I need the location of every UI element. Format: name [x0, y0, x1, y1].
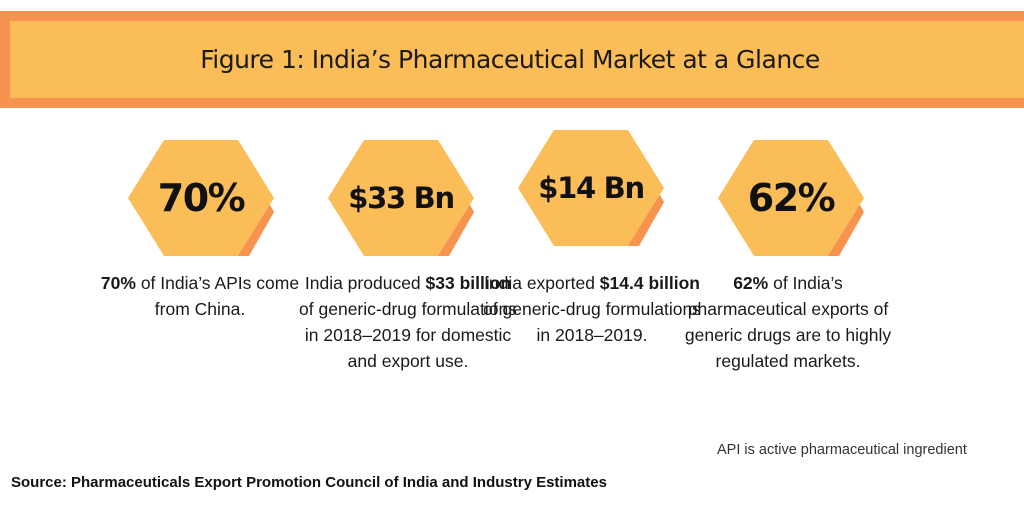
- hexagon-badge: $14 Bn: [518, 130, 718, 260]
- stat-description-bold: $33 billion: [425, 273, 512, 293]
- stat-description-text: of India’s APIs come from China.: [135, 273, 300, 319]
- hexagon-icon: [128, 140, 274, 256]
- stat-value: $33 Bn: [348, 181, 455, 215]
- hexagon-badge: $33 Bn: [328, 140, 528, 270]
- footnote: API is active pharmaceutical ingredient: [717, 442, 967, 458]
- source-citation: Source: Pharmaceuticals Export Promotion…: [11, 474, 607, 491]
- title-banner-inner: Figure 1: India’s Pharmaceutical Market …: [10, 21, 1024, 98]
- stat-description-prefix: India produced: [304, 273, 426, 293]
- stat-description: 70% of India’s APIs come from China.: [90, 270, 310, 322]
- figure-title: Figure 1: India’s Pharmaceutical Market …: [200, 45, 820, 74]
- stat-description-bold: 62%: [733, 273, 769, 293]
- stat-description-text: of India’s pharmaceutical exports of gen…: [684, 273, 892, 371]
- hexagon-icon: [718, 140, 864, 256]
- hexagon-icon: [328, 140, 474, 256]
- stat-value: $14 Bn: [538, 171, 645, 205]
- stat-description-prefix: India exported: [484, 273, 600, 293]
- stat-description: India exported $14.4 billion of generic-…: [482, 270, 702, 348]
- stat-description-text: of generic-drug formulations in 2018–201…: [299, 299, 517, 371]
- stat-description-text: of generic-drug formulations in 2018–201…: [483, 299, 701, 345]
- stat-description-bold: $14.4 billion: [599, 273, 700, 293]
- hexagon-badge: 70%: [128, 140, 328, 270]
- title-banner: Figure 1: India’s Pharmaceutical Market …: [0, 11, 1024, 108]
- hexagon-badge: 62%: [718, 140, 918, 270]
- stat-value: 70%: [157, 176, 246, 220]
- stat-description: India produced $33 billion of generic-dr…: [298, 270, 518, 374]
- hexagon-icon: [518, 130, 664, 246]
- stat-description: 62% of India’s pharmaceutical exports of…: [681, 270, 895, 374]
- stat-description-bold: 70%: [100, 273, 136, 293]
- stat-value: 62%: [747, 176, 836, 220]
